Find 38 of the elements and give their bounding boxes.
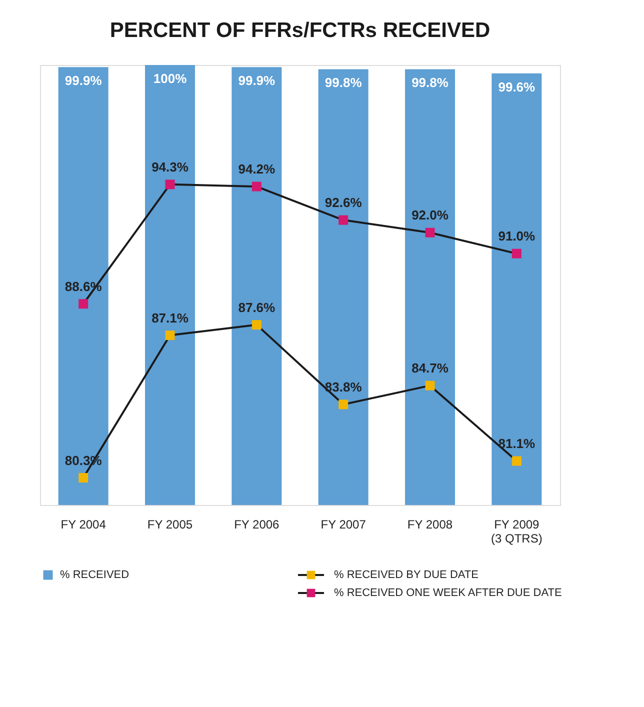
data-label: 83.8% xyxy=(324,379,362,394)
point xyxy=(165,330,175,340)
data-label: 100% xyxy=(153,71,188,86)
data-label: 99.6% xyxy=(498,79,536,94)
data-label: 99.8% xyxy=(324,75,362,90)
point xyxy=(338,400,348,410)
legend-label: % RECEIVED BY DUE DATE xyxy=(334,569,478,581)
x-tick-label: FY 2009 (3 QTRS) xyxy=(490,518,542,546)
point xyxy=(425,228,435,238)
data-label: 99.8% xyxy=(412,75,449,90)
x-tick-label: FY 2006 xyxy=(234,518,280,532)
point xyxy=(512,248,522,258)
data-label: 94.3% xyxy=(152,159,189,174)
point xyxy=(165,180,175,190)
data-label: 92.0% xyxy=(412,208,449,223)
data-label: 91.0% xyxy=(498,228,536,244)
x-tick-label: FY 2007 xyxy=(320,518,366,532)
data-label: 84.7% xyxy=(412,360,449,376)
data-label: 81.1% xyxy=(498,436,536,451)
x-tick-label: FY 2005 xyxy=(147,518,193,532)
data-label: 94.2% xyxy=(238,162,276,177)
data-label: 99.9% xyxy=(238,73,276,88)
x-tick-label: FY 2004 xyxy=(60,518,106,532)
legend-label: % RECEIVED ONE WEEK AFTER DUE DATE xyxy=(334,587,562,599)
data-label: 99.9% xyxy=(64,73,102,88)
data-label: 92.6% xyxy=(324,195,362,210)
point xyxy=(252,320,262,330)
point xyxy=(512,456,522,466)
point xyxy=(252,182,262,192)
point xyxy=(78,473,88,483)
point xyxy=(338,215,348,225)
chart-title: PERCENT OF FFRs/FCTRs RECEIVED xyxy=(110,19,490,42)
data-label: 87.6% xyxy=(238,300,276,315)
data-label: 87.1% xyxy=(152,310,189,326)
point xyxy=(78,299,88,309)
legend-label: % RECEIVED xyxy=(60,569,130,581)
x-tick-label: FY 2008 xyxy=(407,518,453,532)
point xyxy=(425,380,435,390)
